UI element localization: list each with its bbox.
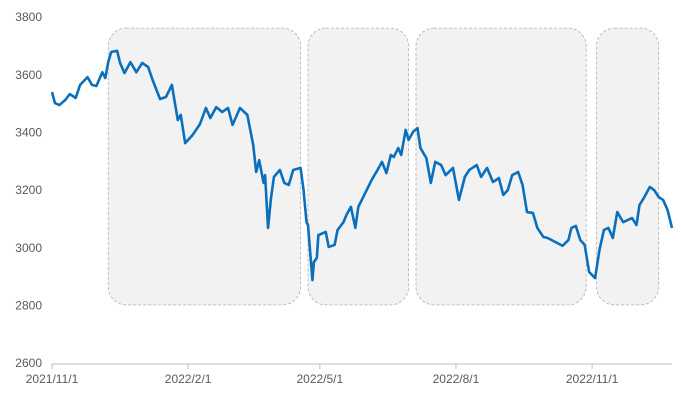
x-tick-label: 2021/11/1 bbox=[26, 372, 79, 386]
y-tick-label: 3000 bbox=[15, 241, 42, 255]
highlight-region bbox=[307, 27, 410, 306]
y-tick-label: 3800 bbox=[15, 10, 42, 24]
y-tick-label: 3600 bbox=[15, 68, 42, 82]
line-series bbox=[50, 49, 674, 282]
x-tick-label: 2022/8/1 bbox=[433, 372, 480, 386]
x-tick-label: 2022/5/1 bbox=[296, 372, 343, 386]
highlight-region bbox=[107, 27, 301, 306]
y-tick-label: 3400 bbox=[15, 126, 42, 140]
x-tick-label: 2022/2/1 bbox=[165, 372, 212, 386]
y-tick-label: 2800 bbox=[15, 299, 42, 313]
y-tick-label: 2600 bbox=[15, 356, 42, 370]
highlight-region bbox=[596, 27, 660, 306]
x-tick-label: 2022/11/1 bbox=[566, 372, 619, 386]
y-tick-label: 3200 bbox=[15, 183, 42, 197]
